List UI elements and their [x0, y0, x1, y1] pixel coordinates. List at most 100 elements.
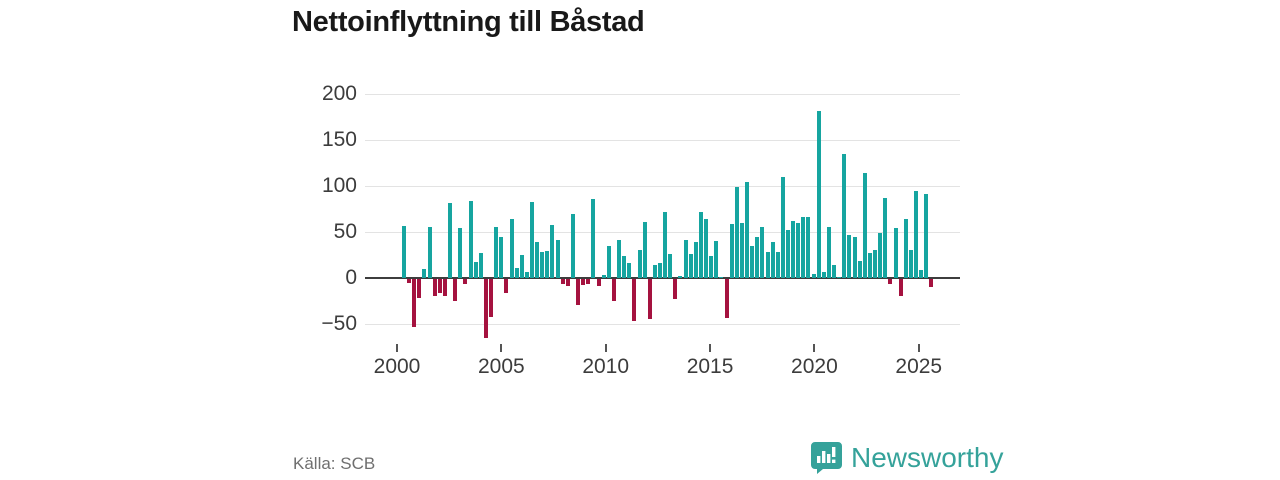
- bar: [862, 173, 867, 278]
- bar: [565, 279, 570, 287]
- bar: [709, 255, 714, 278]
- bar: [796, 222, 801, 278]
- x-axis-label: 2020: [791, 355, 838, 378]
- bar: [821, 271, 826, 278]
- bar: [816, 110, 821, 278]
- bar: [611, 279, 616, 302]
- bar: [842, 154, 847, 278]
- bar: [499, 236, 504, 278]
- brand-logo: Newsworthy: [810, 441, 1003, 474]
- bar: [755, 236, 760, 278]
- bar: [437, 279, 442, 293]
- bar: [770, 242, 775, 278]
- bar: [745, 181, 750, 278]
- y-axis-label: 0: [345, 266, 357, 289]
- bar: [883, 198, 888, 278]
- x-tick-mark: [813, 344, 816, 352]
- bar: [668, 254, 673, 278]
- bar: [637, 249, 642, 278]
- bar: [857, 261, 862, 278]
- y-axis-label: −50: [321, 311, 357, 335]
- bar: [530, 201, 534, 278]
- gridline: [365, 232, 960, 234]
- bar: [765, 252, 770, 278]
- bar: [519, 255, 524, 278]
- x-tick-mark: [604, 344, 607, 352]
- x-tick-mark: [917, 344, 920, 352]
- x-axis-label: 2025: [895, 355, 943, 378]
- bar: [524, 271, 529, 278]
- bar: [586, 279, 591, 284]
- bar: [893, 227, 898, 278]
- bar: [724, 279, 729, 319]
- bar: [509, 219, 514, 278]
- bar: [617, 240, 622, 278]
- x-axis-label: 2000: [373, 355, 421, 378]
- bar: [704, 219, 709, 278]
- bar: [924, 193, 929, 278]
- bar: [760, 226, 765, 278]
- zero-baseline: [365, 277, 960, 279]
- x-tick-mark: [709, 344, 712, 352]
- bar: [658, 263, 662, 278]
- bar: [442, 279, 447, 296]
- bar: [683, 240, 688, 278]
- bar: [750, 245, 755, 278]
- bar: [560, 279, 565, 284]
- bar: [601, 275, 606, 278]
- bar: [826, 226, 831, 278]
- bar: [847, 234, 852, 278]
- bar: [898, 279, 903, 297]
- x-tick-mark: [500, 344, 503, 352]
- bar: [448, 202, 453, 278]
- bar: [714, 241, 719, 278]
- bar: [729, 223, 734, 278]
- bar: [801, 217, 806, 278]
- bar: [407, 279, 412, 283]
- y-axis-label: 150: [321, 128, 357, 152]
- bar: [627, 263, 632, 278]
- source-note: Källa: SCB: [293, 454, 376, 473]
- bar: [540, 252, 545, 278]
- bar: [642, 222, 647, 278]
- bar: [483, 279, 488, 338]
- bar: [494, 226, 499, 278]
- bar: [412, 279, 417, 327]
- bar: [652, 265, 657, 278]
- bar: [427, 226, 432, 278]
- bar: [545, 251, 550, 278]
- bar: [780, 177, 785, 278]
- gridline: [365, 140, 960, 142]
- chart-title: Nettoinflyttning till Båstad: [292, 6, 645, 38]
- bar: [811, 274, 816, 278]
- bar: [867, 253, 872, 278]
- x-axis-label: 2005: [477, 355, 525, 378]
- bar-chart-speech-bubble-icon: [811, 442, 842, 474]
- bar: [929, 279, 934, 288]
- bar: [663, 211, 668, 278]
- bar: [422, 268, 427, 278]
- bar: [673, 279, 678, 300]
- bar: [591, 199, 596, 278]
- bar: [919, 269, 924, 278]
- bar: [914, 190, 918, 278]
- y-axis-label: 200: [321, 82, 357, 106]
- bar: [873, 250, 878, 278]
- bar: [550, 224, 555, 278]
- bar: [878, 233, 883, 278]
- x-axis-label: 2010: [582, 355, 630, 378]
- bar: [570, 213, 575, 278]
- bar: [402, 225, 406, 278]
- bar: [478, 253, 483, 278]
- bar: [504, 279, 509, 293]
- bar: [555, 240, 560, 278]
- brand-name: Newsworthy: [851, 441, 1004, 473]
- bar: [852, 236, 857, 278]
- bar: [734, 187, 739, 278]
- plot-area: [365, 85, 960, 340]
- bar: [489, 279, 494, 317]
- bar: [698, 211, 703, 278]
- bar: [786, 230, 790, 278]
- bar: [576, 279, 581, 305]
